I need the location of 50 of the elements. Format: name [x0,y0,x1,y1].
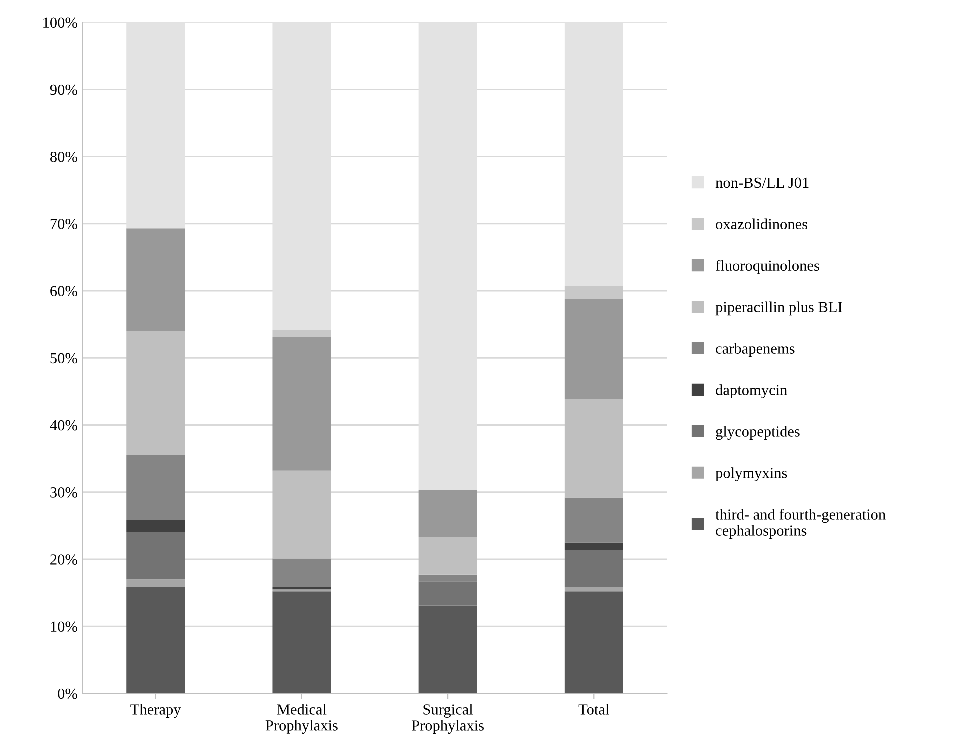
bar [126,455,186,521]
y-tick-label: 90% [50,84,78,96]
bar [126,580,186,587]
y-tick-label: 40% [50,420,78,431]
bar [272,337,332,471]
y-tick-label: 70% [50,219,78,230]
y-tick-label: 30% [50,488,78,498]
y-tick-label: 20% [50,554,78,565]
bar [564,586,624,592]
x-tick-label: Medical Prophylaxis [266,704,338,734]
x-tick-label: Total [578,704,610,715]
y-tick-label: 0% [58,688,78,700]
legend-label: daptomycin [716,384,788,399]
bar [418,606,478,694]
bar [126,331,186,456]
bar [126,228,186,332]
bar [564,542,624,550]
bar [418,582,478,606]
legend-label: third- and fourth-generation cephalosporins [716,509,886,540]
bar [272,592,332,694]
y-tick-label: 50% [50,353,78,364]
legend-label: oxazolidinones [716,218,808,230]
bar [418,537,478,575]
bar [126,586,186,694]
legend-label: fluoroquinolones [716,260,820,274]
bar [564,286,624,300]
x-tick-label: Surgical Prophylaxis [412,704,484,734]
bar [418,574,478,582]
bar [272,470,332,559]
legend-label: carbapenems [716,343,795,358]
y-tick-label: 80% [50,152,78,162]
bar [126,520,186,532]
y-tick-label: 100% [44,18,78,28]
bar [126,532,186,580]
legend-label: glycopeptides [716,426,800,440]
y-tick-label: 10% [51,622,78,632]
bar [418,490,478,538]
bar [272,558,332,587]
y-tick-label: 60% [50,286,78,297]
bar [564,399,624,498]
legend-label: non-BS/LL J01 [716,178,809,188]
bar [564,299,624,400]
legend-label: piperacillin plus BLI [716,302,842,316]
bar [564,592,624,694]
bar [272,330,332,338]
x-tick-label: Therapy [130,704,182,718]
bar [564,498,624,543]
bar [564,550,624,587]
bar [272,586,332,590]
legend-label: polymyxins [716,468,788,482]
